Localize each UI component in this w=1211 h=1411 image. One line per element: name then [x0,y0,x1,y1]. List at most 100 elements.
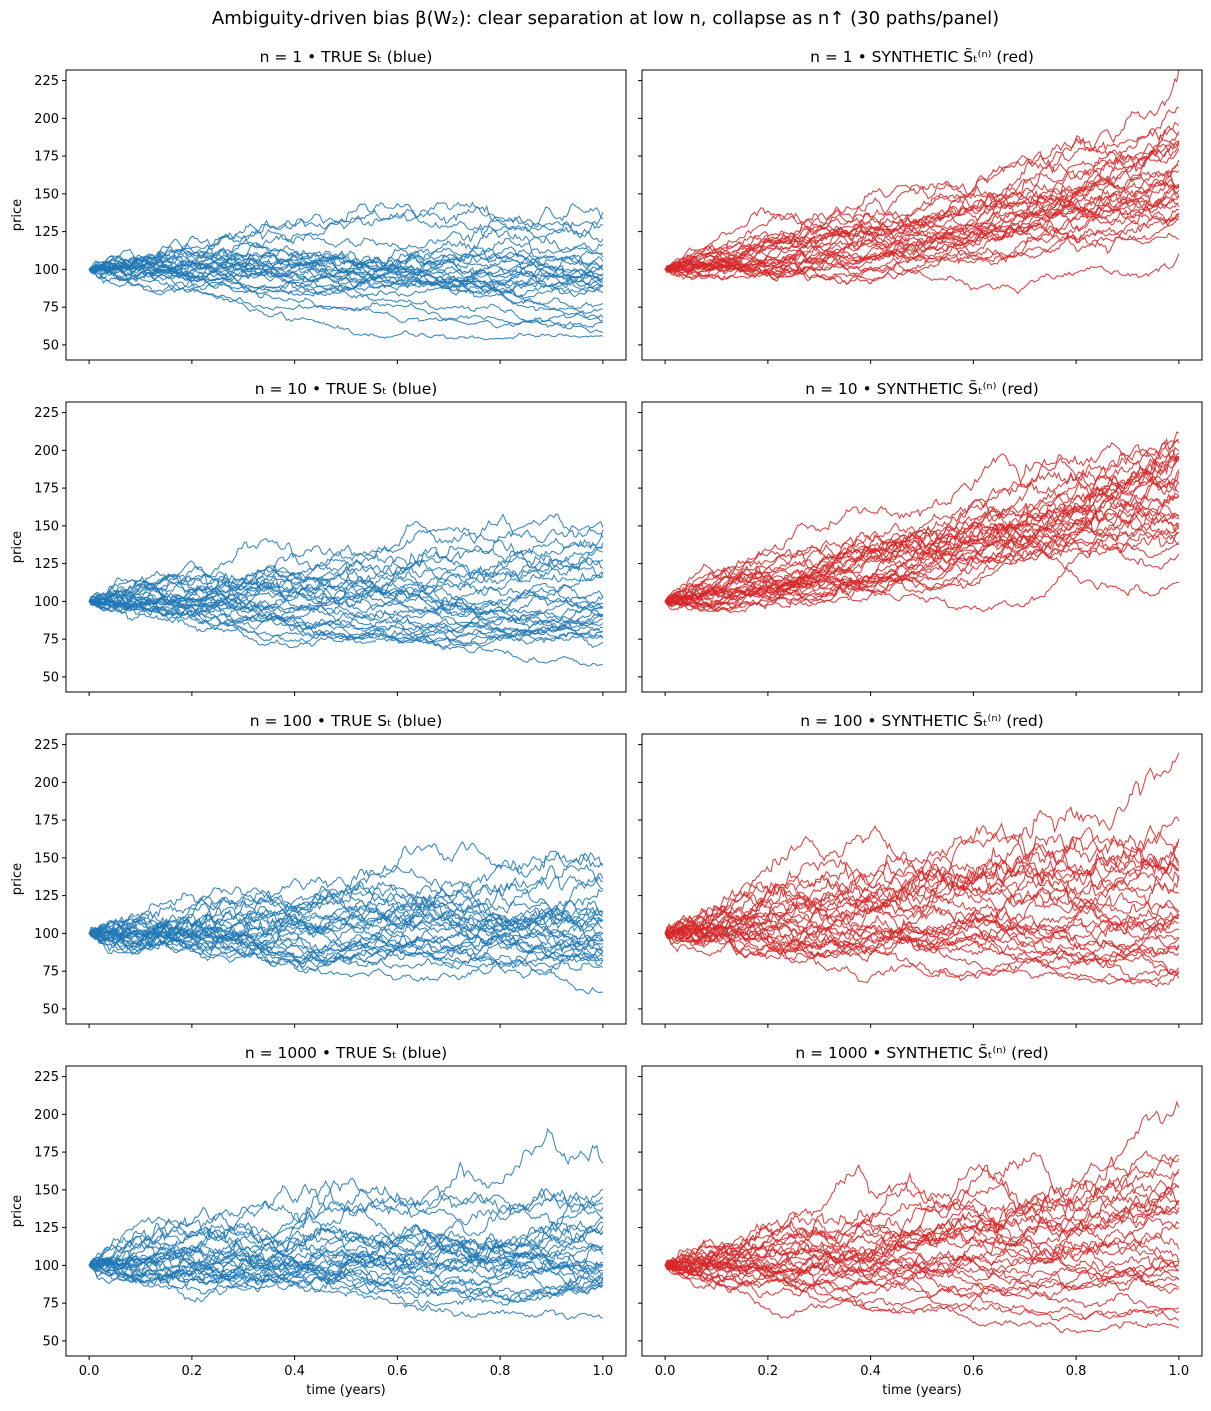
x-axis-label: time (years) [882,1383,961,1398]
panel-title: n = 100 • TRUE Sₜ (blue) [250,712,443,730]
y-axis-label: price [10,199,25,231]
price-path-line [664,431,1180,602]
price-path-line [664,1262,1180,1292]
price-path-line [88,585,604,628]
y-tick-label: 125 [34,557,59,572]
price-path-line [664,1168,1180,1275]
price-path-line [88,1233,604,1276]
price-path-line [664,1232,1180,1299]
price-path-line [88,269,604,341]
price-path-line [88,266,604,334]
price-path-line [664,929,1180,988]
y-tick-label: 150 [34,851,59,866]
axes-frame [641,1065,1203,1357]
price-path-line [88,1177,604,1270]
y-tick-label: 125 [34,1221,59,1236]
y-tick-label: 200 [34,776,59,791]
price-path-line [664,1219,1179,1283]
x-tick-label: 0.8 [1066,1364,1087,1379]
axes-frame [65,1065,627,1357]
panel-title: n = 1000 • SYNTHETIC S̃ₜ⁽ⁿ⁾ (red) [795,1043,1048,1062]
price-path-line [88,240,604,289]
price-path-line [88,596,603,647]
y-axis-label: price [10,863,25,895]
price-path-line [88,233,604,274]
price-path-line [664,193,1180,273]
x-tick-label: 1.0 [1169,1364,1190,1379]
y-tick-label: 200 [34,444,59,459]
y-tick-label: 225 [34,1070,59,1085]
price-path-line [665,892,1180,946]
y-tick-label: 75 [42,301,59,316]
price-path-line [88,926,604,957]
axes-frame [65,69,627,361]
price-path-line [88,1202,604,1286]
x-tick-label: 0.2 [182,1364,203,1379]
axes-frame [641,733,1203,1025]
price-path-line [664,457,1180,602]
x-tick-label: 0.6 [387,1364,408,1379]
price-path-line [664,1224,1180,1288]
axes-frame [641,69,1203,361]
price-path-line [664,464,1180,603]
panel-true-n100: n = 100 • TRUE Sₜ (blue) 50 75 100 125 150 175… [10,712,627,1028]
price-path-line [664,1100,1180,1266]
price-path-line [88,238,604,295]
price-path-line [664,140,1180,271]
price-path-line [664,253,1180,295]
price-path-line [664,1259,1180,1299]
panel-title: n = 1 • SYNTHETIC S̃ₜ⁽ⁿ⁾ (red) [810,47,1034,66]
price-path-line [89,555,604,606]
price-path-line [88,266,604,329]
price-path-line [88,574,604,619]
price-path-line [664,1180,1180,1277]
paths-group [664,70,1180,295]
x-tick-label: 1.0 [593,1364,614,1379]
paths-group [664,752,1180,988]
axes-frame [65,401,627,693]
price-path-line [88,599,604,649]
price-path-line [664,177,1180,274]
price-path-line [664,508,1180,608]
price-path-line [664,448,1180,605]
y-tick-label: 175 [34,482,59,497]
paths-group [664,1100,1180,1334]
figure-title: Ambiguity-driven bias β(W₂): clear separ… [211,8,1000,29]
paths-group [88,513,604,667]
price-path-line [664,178,1180,281]
y-tick-label: 150 [34,1183,59,1198]
y-tick-label: 75 [42,965,59,980]
price-path-line [664,925,1180,984]
price-path-line [664,127,1180,270]
price-path-line [664,1184,1180,1291]
panel-true-n1000: n = 1000 • TRUE Sₜ (blue) 50 75 100 125 150 17… [10,1044,627,1398]
price-path-line [88,249,604,281]
price-path-line [664,1182,1180,1278]
y-tick-label: 125 [34,889,59,904]
y-tick-label: 50 [42,1334,59,1349]
price-path-line [664,159,1180,272]
price-path-line [88,242,604,283]
price-path-line [664,920,1180,963]
paths-group [88,840,604,995]
price-path-line [664,900,1179,957]
price-path-line [88,898,604,967]
price-path-line [664,538,1180,611]
price-path-line [665,469,1180,607]
y-tick-label: 175 [34,1146,59,1161]
price-path-line [664,493,1180,614]
price-path-line [88,1235,604,1280]
y-tick-label: 75 [42,633,59,648]
price-path-line [664,1215,1180,1269]
panel-true-n10: n = 10 • TRUE Sₜ (blue) 50 75 100 125 150 175 2… [10,380,627,696]
price-path-line [664,824,1180,943]
price-path-line [88,916,603,970]
price-path-line [664,1164,1180,1273]
price-path-line [665,135,1180,272]
price-path-line [89,539,604,618]
price-path-line [664,922,1180,966]
y-tick-label: 175 [34,814,59,829]
paths-group [88,1127,604,1321]
price-path-line [664,508,1180,607]
x-tick-label: 0.4 [284,1364,305,1379]
